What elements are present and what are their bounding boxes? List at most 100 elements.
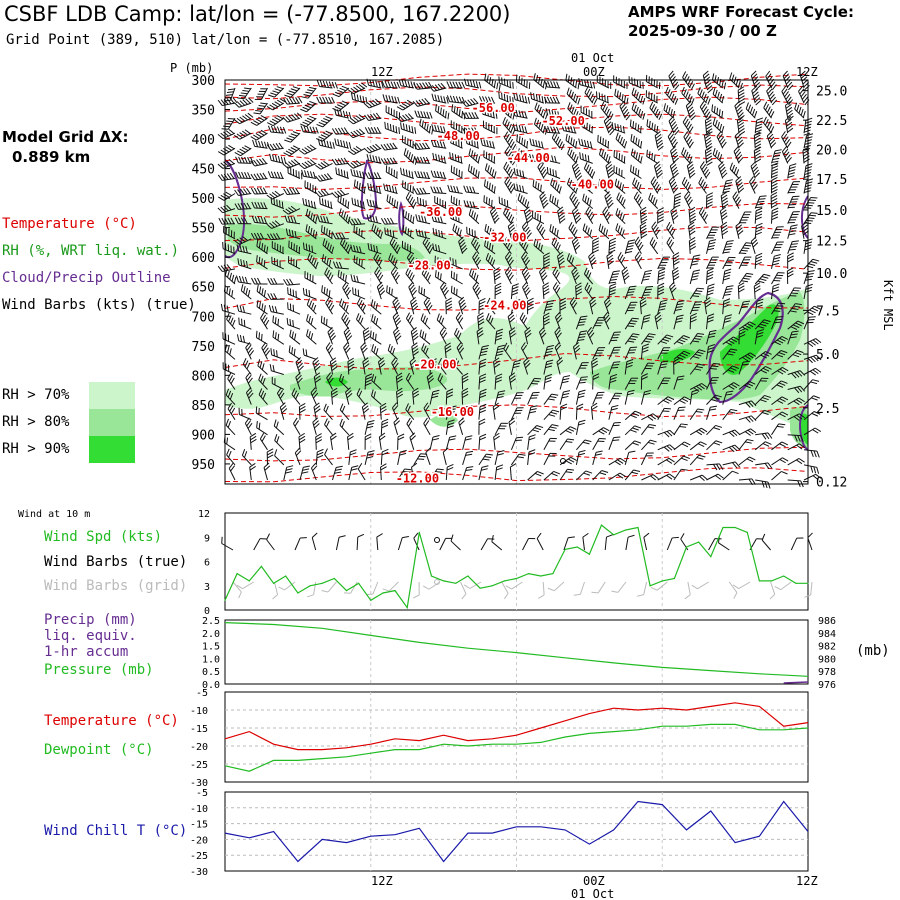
wind-barb [324,418,333,436]
wind-barb [608,436,621,450]
wind-barb [787,458,805,466]
temp-tick-label: -10 [190,706,208,717]
legend-wind-barbs-grid: Wind Barbs (grid) [44,578,188,594]
wind-barb [722,268,732,285]
wind-barb [738,211,752,224]
wind-barb [423,402,431,420]
wind-barb [330,387,338,405]
pressure-tick-label: 984 [818,629,836,640]
wind-speed-point [673,577,675,580]
wind-barb [472,281,482,300]
wind-barb [559,403,568,420]
wind-barb [450,165,463,179]
wind-barb [617,252,626,270]
wind-barb [592,438,606,451]
wind-barb [711,104,724,119]
wind-barb [282,205,301,215]
wind-barb [370,314,382,330]
wind-barb [445,297,453,315]
wind-speed-point [758,580,761,582]
wind-barb [787,224,798,239]
wind-barb [321,254,333,270]
pressure-tick-label: 982 [818,642,836,653]
wind-barb [567,102,581,120]
pressure-axis: 300 350 400 450 500 550 600 650 700 750 800 850 900 9… [192,74,230,473]
wind-barb [446,81,466,89]
wind-barb [250,129,268,141]
wind-barb [288,256,301,270]
wind-barb [527,449,536,465]
wind-barb [738,456,756,466]
wind-barb [615,208,626,225]
wind-barb [436,313,447,330]
wind-barb [771,441,789,451]
temperature-labels: -56.00 -52.00 -48.00 -44.00 -40.00 -36.00 -32.… [394,100,615,487]
wind-speed-point [600,524,603,526]
wind-speed-point [491,585,493,587]
wind-barb [624,469,641,481]
wind-barb [342,281,352,300]
wind-barb [586,326,595,345]
wind-barb [754,222,763,239]
wind-barb [542,282,550,300]
wind-barb [578,138,593,149]
wind-barb [409,432,416,450]
wind-barb [605,161,615,179]
forecast-cycle-label: AMPS WRF Forecast Cycle: [628,3,854,21]
wind-speed-point [770,580,773,582]
wind-barb [549,194,561,209]
grid-wind-barb [307,581,317,598]
temperature-contour [224,84,809,100]
wind-barb [392,296,401,315]
wind-barb [414,170,431,179]
wind-barb [640,343,650,360]
date-label-top: 01 Oct [571,51,614,65]
wind-barb [429,358,437,375]
pressure-tick-label: 600 [192,251,215,266]
wind-barb [771,335,789,346]
wind-barb [631,87,646,105]
temp-tick-label: -20 [190,742,208,753]
wind-barb [738,360,750,375]
wind-barb [543,409,560,421]
wind-barb [510,436,524,450]
wind-speed-point [795,582,797,584]
true-wind-barb [790,537,804,551]
wind-barb [787,330,799,345]
wind-barb [478,465,489,481]
wind-barb [301,169,317,179]
wind-barb [461,372,469,390]
wind-barb [589,296,597,315]
wind-barb [754,273,771,285]
wind-barb [575,362,589,375]
grid-wind-barb [774,581,792,591]
wind-barb [324,448,333,466]
wind-barb [753,282,761,300]
wind-barb [302,242,317,255]
wind-barb [395,372,403,390]
grid-wind-barb [236,581,254,590]
wind-barb [351,197,366,210]
wind-barb [608,457,626,466]
wind-barb [371,389,382,405]
wind-barb [803,449,820,458]
wind-speed-point [698,541,700,543]
wind-barb [521,266,531,285]
wind-barb [516,134,529,149]
wind-barb [449,211,463,225]
wind-barb [517,148,529,164]
wind-barb [401,135,417,150]
wind-barb [380,217,398,225]
true-wind-barb [376,533,383,551]
wind-speed-point [625,529,627,531]
wind-barb [604,191,614,209]
precip-tick-label: 0.0 [202,680,220,691]
wind-barb [236,244,252,255]
pressure-line [224,622,809,677]
upper-panel: -56.00 -52.00 -48.00 -44.00 -40.00 -36.00 -32.… [192,70,847,491]
wind-barb [668,176,679,194]
precip-tick-label: 2.5 [202,616,220,627]
wind-barb [803,427,822,436]
wind-barb [803,473,822,481]
